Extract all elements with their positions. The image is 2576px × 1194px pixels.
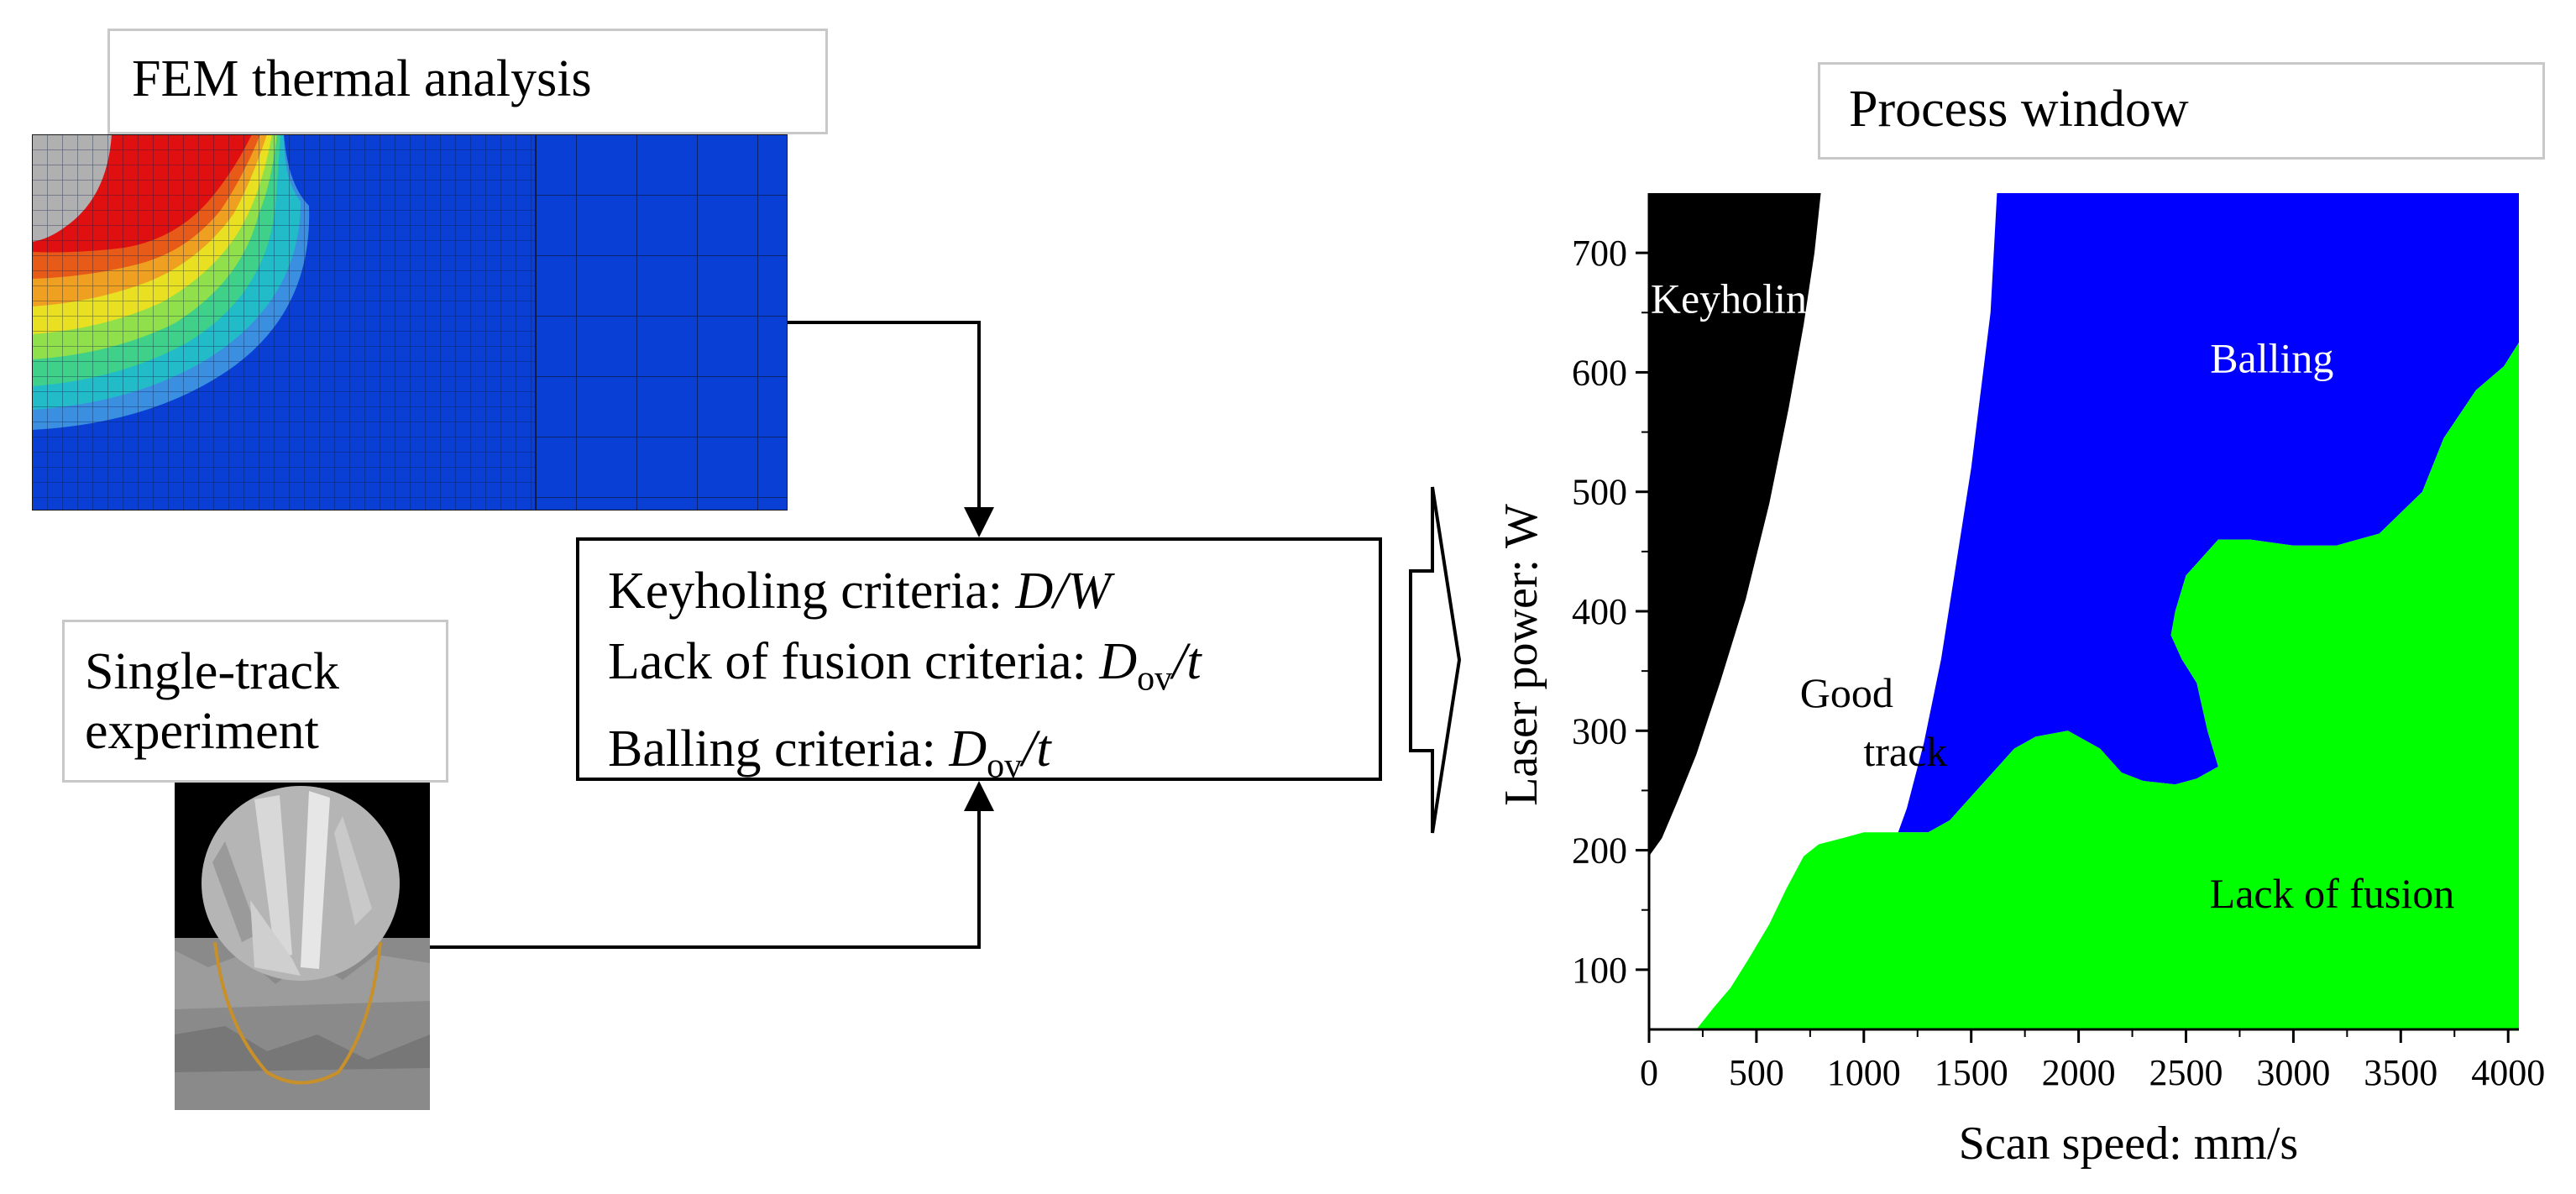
x-tick-label: 4000 — [2471, 1052, 2545, 1093]
balling-criteria-tail: /t — [1022, 720, 1051, 778]
region-label-good-track-line2: track — [1863, 728, 1947, 775]
balling-criteria-sub: ov — [987, 746, 1023, 786]
x-tick-label: 0 — [1640, 1052, 1658, 1093]
x-tick-label: 1500 — [1935, 1052, 2008, 1093]
fem-to-criteria-arrow — [788, 321, 994, 537]
y-tick-label: 200 — [1572, 830, 1627, 872]
x-tick-label: 3500 — [2364, 1052, 2437, 1093]
lof-criteria-tail: /t — [1172, 633, 1202, 690]
fem-mesh-image — [32, 134, 788, 511]
fem-label-box: FEM thermal analysis — [107, 29, 828, 134]
y-axis-title: Laser power: W — [1495, 504, 1547, 806]
x-tick-label: 2000 — [2042, 1052, 2116, 1093]
balling-criteria: Balling criteria: Dov/t — [608, 714, 1379, 801]
region-label-lack-of-fusion: Lack of fusion — [2210, 870, 2455, 917]
criteria-to-window-arrow-icon — [1409, 486, 1462, 834]
region-lack-of-fusion — [1696, 342, 2519, 1029]
x-axis-title: Scan speed: mm/s — [1959, 1118, 2298, 1170]
x-tick-label: 2500 — [2149, 1052, 2223, 1093]
balling-criteria-var: D — [949, 720, 987, 778]
process-window-label-box: Process window — [1818, 62, 2545, 160]
process-window-label: Process window — [1849, 81, 2189, 138]
balling-criteria-label: Balling criteria: — [608, 720, 950, 778]
region-label-balling: Balling — [2210, 334, 2333, 381]
lof-criteria-label: Lack of fusion criteria: — [608, 633, 1100, 690]
lof-criteria: Lack of fusion criteria: Dov/t — [608, 626, 1379, 714]
y-tick-label: 100 — [1572, 950, 1627, 991]
y-tick-label: 600 — [1572, 352, 1627, 393]
keyholing-criteria: Keyholing criteria: D/W — [608, 556, 1379, 626]
criteria-box: Keyholing criteria: D/W Lack of fusion c… — [576, 537, 1382, 786]
keyholing-criteria-expr: D/W — [1015, 563, 1112, 620]
fem-label: FEM thermal analysis — [132, 50, 592, 107]
y-tick-label: 700 — [1572, 233, 1627, 274]
region-label-good-track-line1: Good — [1800, 669, 1893, 716]
single-track-micrograph — [175, 783, 430, 1110]
process-window-chart: 0 500 1000 1500 2000 2500 3000 3500 4000 100 200 30… — [1495, 193, 2545, 1170]
x-tick-label: 3000 — [2256, 1052, 2330, 1093]
single-track-label-box: Single-track experiment — [62, 620, 448, 783]
y-tick-label: 300 — [1572, 710, 1627, 751]
single-track-label-line2: experiment — [85, 703, 319, 761]
single-track-label-line1: Single-track — [85, 643, 340, 700]
lof-criteria-sub: ov — [1137, 659, 1173, 699]
keyholing-criteria-label: Keyholing criteria: — [608, 563, 1016, 620]
region-label-keyholing: Keyholing — [1651, 275, 1828, 322]
experiment-to-criteria-arrow — [430, 781, 994, 949]
x-tick-label: 1000 — [1827, 1052, 1901, 1093]
region-balling — [1898, 193, 2519, 833]
region-keyholing — [1649, 193, 1821, 856]
y-tick-label: 400 — [1572, 591, 1627, 632]
y-tick-label: 500 — [1572, 472, 1627, 513]
lof-criteria-var: D — [1099, 633, 1138, 690]
x-tick-label: 500 — [1729, 1052, 1784, 1093]
